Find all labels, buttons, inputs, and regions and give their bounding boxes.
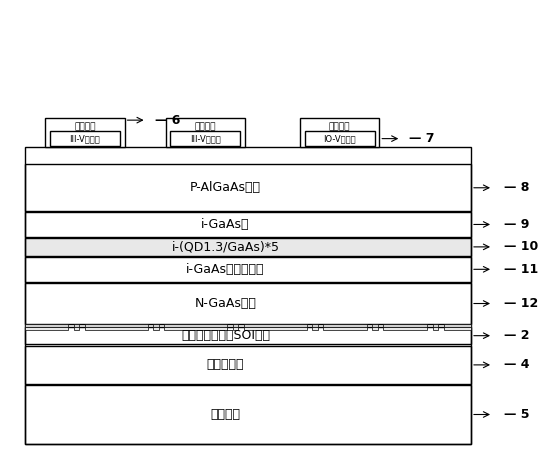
Text: — 7: — 7 (409, 132, 435, 145)
Bar (153, 327, 159, 330)
Bar (373, 324, 378, 327)
Bar (25, 238, 471, 256)
Text: IO-V族波导: IO-V族波导 (323, 134, 356, 143)
Bar (170, 131, 241, 146)
Bar (50, 131, 120, 146)
Text: — 12: — 12 (504, 297, 538, 310)
Text: — 2: — 2 (504, 329, 529, 342)
Text: — 8: — 8 (504, 181, 529, 194)
Bar (85, 327, 148, 330)
Text: — 4: — 4 (504, 358, 529, 371)
Text: III-V族波导: III-V族波导 (190, 134, 221, 143)
Bar (305, 131, 374, 146)
Bar (25, 327, 68, 330)
Text: i-GaAs层: i-GaAs层 (201, 218, 250, 231)
Text: P-AlGaAs材料: P-AlGaAs材料 (190, 181, 261, 194)
Text: 金属电极: 金属电极 (74, 123, 96, 132)
Bar (384, 327, 427, 330)
Bar (25, 164, 471, 211)
Text: 硅基衬底: 硅基衬底 (210, 408, 241, 421)
Bar (433, 327, 438, 330)
Bar (74, 324, 79, 327)
Bar (25, 257, 471, 282)
Bar (444, 324, 471, 327)
Text: 金属电极: 金属电极 (195, 123, 216, 132)
Bar (323, 327, 367, 330)
Bar (165, 118, 245, 147)
Bar (45, 118, 124, 147)
Text: i-(QD1.3/GaAs)*5: i-(QD1.3/GaAs)*5 (172, 241, 279, 253)
Bar (312, 327, 318, 330)
Bar (164, 324, 227, 327)
Bar (244, 324, 307, 327)
Bar (384, 324, 427, 327)
Bar (25, 324, 68, 327)
Bar (85, 324, 148, 327)
Bar (25, 346, 471, 384)
Text: i-GaAs本征阻挡层: i-GaAs本征阻挡层 (186, 263, 265, 276)
Bar (300, 118, 379, 147)
Bar (323, 324, 367, 327)
Text: 金属电极: 金属电极 (329, 123, 350, 132)
Bar (25, 385, 471, 444)
Text: 带有波导结构的SOI材料: 带有波导结构的SOI材料 (181, 329, 270, 342)
Bar (244, 327, 307, 330)
Text: N-GaAs衬底: N-GaAs衬底 (195, 297, 256, 310)
Bar (433, 324, 438, 327)
Text: — 9: — 9 (504, 218, 529, 231)
Bar (25, 212, 471, 237)
Text: — 6: — 6 (155, 114, 180, 127)
Bar (25, 327, 471, 344)
Text: 氧化物埋层: 氧化物埋层 (207, 358, 244, 371)
Text: — 10: — 10 (504, 241, 538, 253)
Text: — 11: — 11 (504, 263, 538, 276)
Bar (25, 147, 471, 444)
Bar (233, 327, 238, 330)
Bar (153, 324, 159, 327)
Bar (444, 327, 471, 330)
Bar (312, 324, 318, 327)
Bar (233, 324, 238, 327)
Bar (373, 327, 378, 330)
Text: — 5: — 5 (504, 408, 529, 421)
Text: III-V族波导: III-V族波导 (70, 134, 100, 143)
Bar (25, 283, 471, 324)
Bar (74, 327, 79, 330)
Bar (164, 327, 227, 330)
